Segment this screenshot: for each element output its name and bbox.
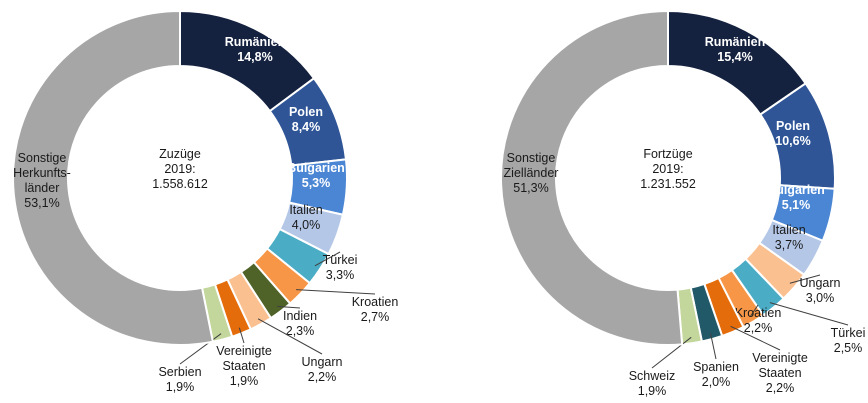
slice-label: Vereinigte Staaten [216,344,272,373]
value-label: 2,2% [744,321,773,335]
value-label: 3,0% [806,291,835,305]
value-label: 2,5% [834,341,863,355]
leader-line [238,327,245,344]
center-label: Zuzüge 2019: 1.558.612 [152,147,208,191]
slice-label: Polen [289,105,323,119]
value-label: 10,6% [775,134,810,148]
leader-line [730,325,781,351]
slice-label: Polen [776,119,810,133]
leader-line [651,336,692,369]
slice [12,9,215,346]
center-label: Fortzüge 2019: 1.231.552 [640,147,696,191]
slice-label: Sonstige Zielländer [504,151,559,180]
slice-label: Rumänien [225,35,285,49]
value-label: 8,4% [292,120,321,134]
slice-label: Serbien [158,365,201,379]
leader-line [277,305,301,309]
value-label: 51,3% [513,181,548,195]
value-label: 1,9% [230,374,259,388]
leader-line [789,274,821,284]
value-label: 53,1% [24,196,59,210]
leader-line [750,304,759,317]
slice-label: Sonstige Herkunfts-länder [13,151,71,195]
value-label: 2,0% [702,375,731,389]
value-label: 1,9% [638,384,667,398]
slice-label: Kroatien [352,295,399,309]
leader-line [179,333,222,365]
value-label: 5,3% [302,176,331,190]
value-label: 2,2% [766,381,795,395]
slice-label: Italien [289,203,322,217]
slice-label: Bulgarien [767,183,825,197]
slice-label: Ungarn [302,355,343,369]
value-label: 2,3% [286,324,315,338]
leader-line [296,289,376,295]
value-label: 5,1% [782,198,811,212]
slice-label: Spanien [693,360,739,374]
value-label: 15,4% [717,50,752,64]
slice-label: Türkei [831,326,866,340]
value-label: 4,0% [292,218,321,232]
slice-label: Ungarn [800,276,841,290]
slice-label: Bulgarien [287,161,345,175]
value-label: 2,2% [308,370,337,384]
value-label: 2,7% [361,310,390,324]
leader-line [710,333,717,360]
slice [500,9,684,346]
leader-line [769,302,849,326]
value-label: 3,7% [775,238,804,252]
slice-label: Schweiz [629,369,676,383]
slice-label: Türkei [323,253,358,267]
value-label: 14,8% [237,50,272,64]
slice-label: Vereinigte Staaten [752,351,808,380]
leader-line [257,318,323,355]
value-label: 3,3% [326,268,355,282]
value-label: 1,9% [166,380,195,394]
slice-label: Indien [283,309,317,323]
slice-label: Rumänien [705,35,765,49]
slice-label: Kroatien [735,306,782,320]
leader-line [314,251,341,267]
slice-label: Italien [772,223,805,237]
